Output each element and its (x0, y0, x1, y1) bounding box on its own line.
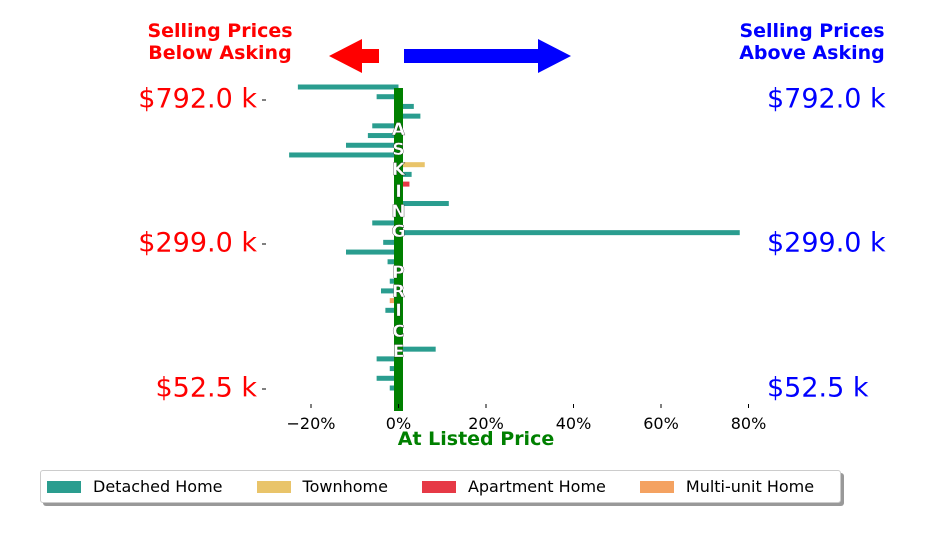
arrow-right-icon (404, 39, 571, 73)
y-tick-label-right: $299.0 k (767, 228, 886, 259)
arrow-left-icon (329, 39, 379, 73)
bar (398, 201, 449, 207)
x-tick-label: −20% (287, 414, 336, 433)
bar (376, 356, 399, 362)
bar (398, 230, 740, 236)
legend-item: Multi-unit Home (639, 477, 815, 496)
legend-label: Townhome (302, 477, 388, 496)
legend-swatch (47, 480, 81, 493)
center-label-letter: C (392, 322, 404, 342)
y-tick-label-right: $792.0 k (767, 84, 886, 115)
bar (372, 123, 399, 129)
center-label-letter: G (392, 222, 406, 242)
y-tick-label-left: $299.0 k (138, 228, 257, 259)
center-label-letter: N (391, 202, 405, 222)
center-label-letter: K (392, 160, 406, 180)
bar (385, 307, 399, 313)
bar (387, 259, 399, 265)
legend-item: Townhome (256, 477, 388, 496)
bar (346, 142, 399, 148)
legend-swatch (256, 480, 291, 493)
y-tick-label-left: $52.5 k (155, 373, 257, 404)
bar (297, 84, 399, 90)
legend-swatch (639, 480, 674, 493)
bar (289, 152, 399, 158)
bar (372, 220, 399, 226)
legend-label: Apartment Home (467, 477, 606, 496)
asking-price-line (394, 88, 403, 411)
center-label-letter: A (392, 120, 406, 140)
bar (367, 133, 399, 139)
bar (398, 113, 421, 119)
bar (398, 346, 436, 352)
center-label-letter: I (395, 301, 401, 321)
x-tick-label: 60% (643, 414, 679, 433)
bar (376, 375, 399, 381)
legend-label: Multi-unit Home (685, 477, 815, 496)
bar (383, 239, 399, 245)
header-below-asking: Selling Prices Below Asking (147, 20, 293, 64)
y-tick-label-right: $52.5 k (767, 373, 869, 404)
y-tick-label-left: $792.0 k (138, 84, 257, 115)
bar (398, 162, 425, 168)
legend-label: Detached Home (93, 477, 223, 496)
bar (398, 181, 410, 187)
x-tick-label: 20% (468, 414, 504, 433)
bar (376, 94, 399, 100)
legend-item: Detached Home (47, 477, 223, 496)
bar (381, 288, 399, 294)
x-tick-label: 40% (556, 414, 592, 433)
x-tick-label: 0% (386, 414, 411, 433)
x-tick-label: 80% (731, 414, 767, 433)
legend-swatch (421, 480, 456, 493)
center-label-letter: E (393, 342, 405, 362)
center-label-letter: I (395, 182, 401, 202)
bar (398, 171, 412, 177)
x-axis-label: At Listed Price (398, 428, 554, 450)
legend-item: Apartment Home (421, 477, 606, 496)
bar (398, 103, 414, 109)
legend: Detached Home Townhome Apartment Home Multi… (40, 470, 841, 503)
center-label-letter: S (392, 140, 404, 160)
bar (346, 249, 399, 255)
center-label-letter: P (392, 263, 404, 283)
header-above-asking: Selling Prices Above Asking (739, 20, 885, 64)
center-label-letter: R (392, 282, 405, 302)
